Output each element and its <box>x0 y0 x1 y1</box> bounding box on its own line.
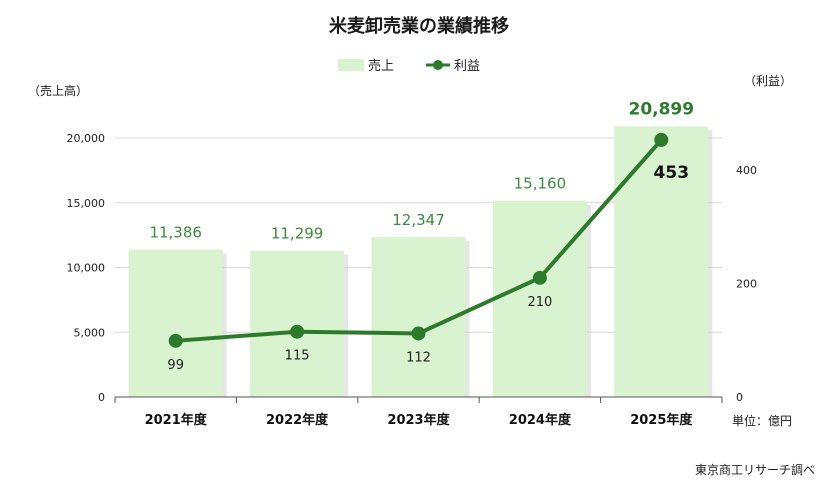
legend: 売上 利益 <box>338 58 480 74</box>
axes: 0 5,000 10,000 15,000 20,000 0 200 400 2021年度 202… <box>67 132 758 428</box>
y-left-tick-label: 0 <box>98 391 105 404</box>
x-category-label: 2024年度 <box>509 412 572 428</box>
profit-value-label: 112 <box>406 350 431 365</box>
bar-value-label: 11,299 <box>271 225 324 243</box>
profit-point <box>532 270 547 285</box>
bar-value-label: 20,899 <box>628 99 694 119</box>
bar <box>250 250 345 397</box>
x-category-label: 2025年度 <box>630 412 693 428</box>
legend-line-marker <box>433 60 443 70</box>
profit-value-label: 453 <box>654 163 690 183</box>
x-category-label: 2023年度 <box>387 412 450 428</box>
legend-bar-swatch <box>338 59 364 71</box>
x-category-label: 2022年度 <box>266 412 329 428</box>
bars <box>128 126 713 398</box>
unit-note: 単位：億円 <box>732 413 792 428</box>
profit-point <box>411 326 426 341</box>
y-left-tick-label: 15,000 <box>67 197 106 210</box>
chart-title: 米麦卸売業の業績推移 <box>329 15 509 37</box>
y-left-tick-label: 20,000 <box>67 132 106 145</box>
profit-value-label: 115 <box>285 349 310 364</box>
bar-value-label: 12,347 <box>392 211 445 229</box>
bar <box>128 249 223 397</box>
profit-value-label: 99 <box>167 358 184 373</box>
bar-value-label: 11,386 <box>149 224 202 242</box>
y-left-tick-label: 10,000 <box>67 262 106 275</box>
bar-value-label: 15,160 <box>514 175 567 193</box>
data-labels: 11,386 11,299 12,347 15,160 20,899 99 115 112 21… <box>149 99 694 372</box>
bar <box>492 200 587 397</box>
y-right-tick-label: 0 <box>736 391 743 404</box>
y-right-tick-label: 400 <box>736 164 757 177</box>
y-right-tick-label: 200 <box>736 278 757 291</box>
legend-bar-label: 売上 <box>368 58 394 74</box>
bar <box>614 126 709 398</box>
legend-line-label: 利益 <box>454 59 480 74</box>
y-left-tick-label: 5,000 <box>74 326 106 339</box>
x-category-label: 2021年度 <box>145 412 208 428</box>
y-right-axis-title: （利益） <box>744 74 792 88</box>
source-note: 東京商工リサーチ調べ <box>695 462 815 477</box>
profit-point <box>290 324 305 339</box>
profit-point <box>168 333 183 348</box>
y-left-axis-title: （売上高） <box>28 83 88 98</box>
profit-line <box>168 132 669 348</box>
profit-point <box>654 132 669 147</box>
profit-value-label: 210 <box>527 295 552 310</box>
